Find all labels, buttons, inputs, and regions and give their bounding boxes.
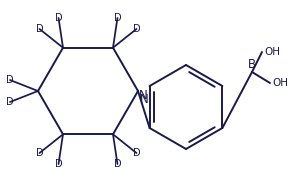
Text: D: D bbox=[6, 75, 14, 85]
Text: D: D bbox=[133, 148, 140, 158]
Text: D: D bbox=[55, 159, 62, 169]
Text: D: D bbox=[55, 13, 62, 23]
Text: D: D bbox=[36, 148, 43, 158]
Text: OH: OH bbox=[272, 78, 288, 88]
Text: D: D bbox=[114, 159, 121, 169]
Text: D: D bbox=[36, 24, 43, 34]
Text: B: B bbox=[248, 58, 256, 71]
Text: N: N bbox=[139, 89, 148, 102]
Text: OH: OH bbox=[264, 47, 280, 57]
Text: D: D bbox=[133, 24, 140, 34]
Text: D: D bbox=[6, 97, 14, 107]
Text: N: N bbox=[140, 93, 149, 106]
Text: D: D bbox=[114, 13, 121, 23]
